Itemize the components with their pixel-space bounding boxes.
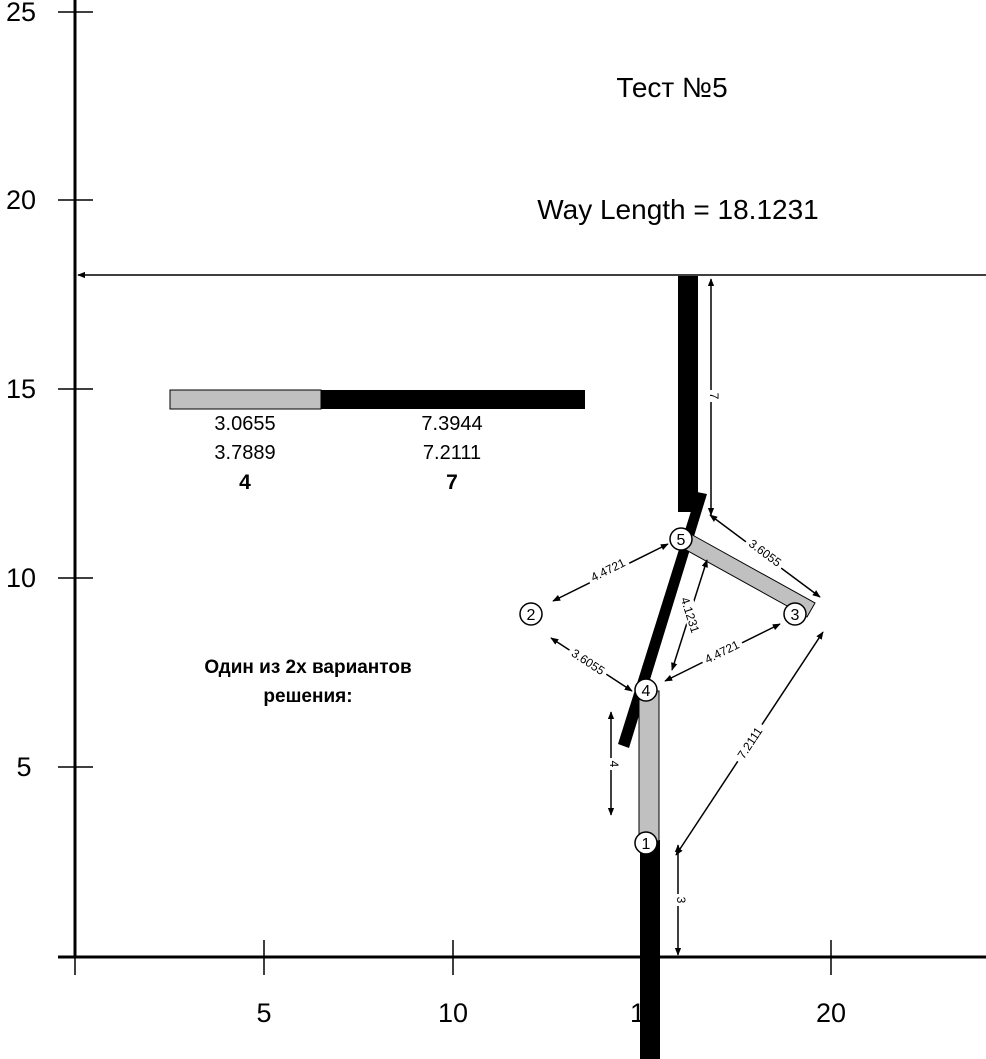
y-tick-label-5: 5 — [16, 752, 31, 782]
legend-black-value-2: 7.2111 — [423, 442, 481, 464]
dim-label-72111: 7.2111 — [735, 724, 766, 761]
y-tick-label-20: 20 — [6, 185, 36, 215]
node-5-label: 5 — [677, 532, 686, 549]
path-black-bottom — [640, 840, 660, 1059]
path-gray-vertical — [638, 690, 660, 842]
dim-label-44721-mid: 4.4721 — [702, 637, 741, 666]
node-3: 3 — [783, 602, 807, 626]
y-tick-label-10: 10 — [6, 563, 36, 593]
node-3-label: 3 — [791, 607, 800, 624]
dim-label-41231: 4.1231 — [678, 595, 703, 635]
dim-label-36055-left: 3.6055 — [569, 646, 608, 678]
legend-gray-value-2: 3.7889 — [214, 442, 275, 464]
legend-black-total: 7 — [446, 471, 458, 494]
node-2: 2 — [519, 602, 543, 626]
node-1: 1 — [634, 831, 658, 855]
caption-line-2: решения: — [263, 686, 352, 707]
test-title: Тест №5 — [616, 72, 727, 103]
node-2-label: 2 — [527, 607, 536, 624]
node-4: 4 — [634, 678, 658, 702]
dim-label-3: 3 — [674, 897, 688, 904]
way-length-label: Way Length = 18.1231 — [537, 194, 819, 225]
dim-label-44721-top: 4.4721 — [588, 555, 627, 584]
dim-label-36055-top: 3.6055 — [746, 536, 784, 569]
dim-label-7: 7 — [707, 393, 721, 400]
node-4-label: 4 — [642, 683, 651, 700]
y-tick-label-25: 25 — [6, 0, 36, 27]
legend-gray-total: 4 — [239, 471, 251, 494]
legend-gray-value-1: 3.0655 — [214, 413, 275, 435]
caption-line-1: Один из 2х вариантов — [204, 657, 411, 678]
path-black-top — [678, 276, 698, 512]
y-tick-label-15: 15 — [6, 374, 36, 404]
x-tick-label-20: 20 — [816, 998, 846, 1028]
x-tick-label-10: 10 — [438, 998, 468, 1028]
x-tick-label-5: 5 — [256, 998, 271, 1028]
legend-black-bar — [321, 390, 585, 409]
node-5: 5 — [669, 527, 693, 551]
dim-label-4: 4 — [607, 761, 621, 768]
node-1-label: 1 — [642, 836, 651, 853]
legend-gray-bar — [169, 389, 322, 410]
legend-black-value-1: 7.3944 — [421, 413, 482, 435]
